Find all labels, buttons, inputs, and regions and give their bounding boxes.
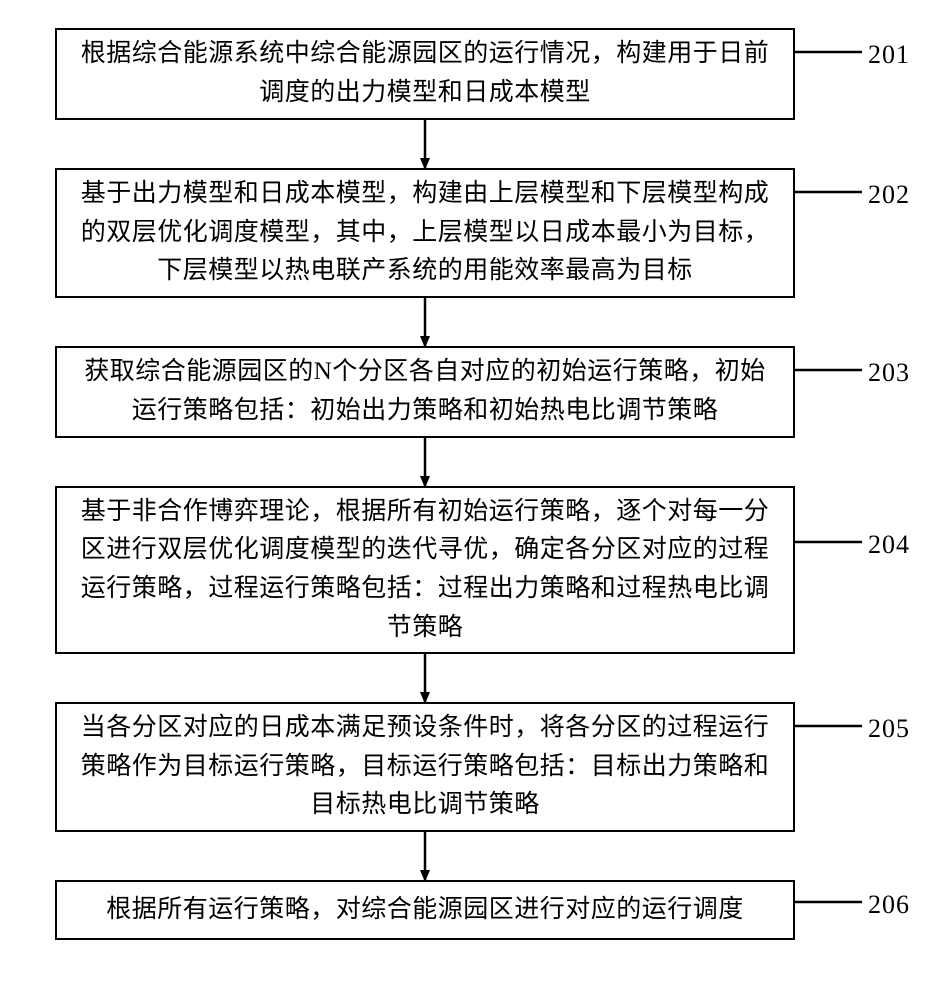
flow-node-label: 201 (868, 40, 910, 70)
flow-node-202: 基于出力模型和日成本模型，构建由上层模型和下层模型构成的双层优化调度模型，其中，… (55, 168, 795, 298)
flow-node-201: 根据综合能源系统中综合能源园区的运行情况，构建用于日前调度的出力模型和日成本模型 (55, 28, 795, 120)
flow-node-206: 根据所有运行策略，对综合能源园区进行对应的运行调度 (55, 880, 795, 940)
flow-node-text: 根据综合能源系统中综合能源园区的运行情况，构建用于日前调度的出力模型和日成本模型 (73, 35, 777, 113)
flow-node-203: 获取综合能源园区的N个分区各自对应的初始运行策略，初始运行策略包括：初始出力策略… (55, 346, 795, 438)
flow-node-text: 当各分区对应的日成本满足预设条件时，将各分区的过程运行策略作为目标运行策略，目标… (73, 709, 777, 825)
flow-node-label: 204 (868, 530, 910, 560)
flow-node-label: 203 (868, 358, 910, 388)
flow-node-text: 根据所有运行策略，对综合能源园区进行对应的运行调度 (106, 891, 744, 930)
flowchart-canvas: 根据综合能源系统中综合能源园区的运行情况，构建用于日前调度的出力模型和日成本模型… (0, 0, 943, 1000)
flow-node-label: 205 (868, 714, 910, 744)
flow-node-text: 基于出力模型和日成本模型，构建由上层模型和下层模型构成的双层优化调度模型，其中，… (73, 175, 777, 291)
flow-node-205: 当各分区对应的日成本满足预设条件时，将各分区的过程运行策略作为目标运行策略，目标… (55, 702, 795, 832)
flow-node-204: 基于非合作博弈理论，根据所有初始运行策略，逐个对每一分区进行双层优化调度模型的迭… (55, 486, 795, 654)
flow-node-label: 206 (868, 890, 910, 920)
flow-node-text: 获取综合能源园区的N个分区各自对应的初始运行策略，初始运行策略包括：初始出力策略… (73, 353, 777, 431)
flow-node-text: 基于非合作博弈理论，根据所有初始运行策略，逐个对每一分区进行双层优化调度模型的迭… (73, 493, 777, 648)
flow-node-label: 202 (868, 180, 910, 210)
